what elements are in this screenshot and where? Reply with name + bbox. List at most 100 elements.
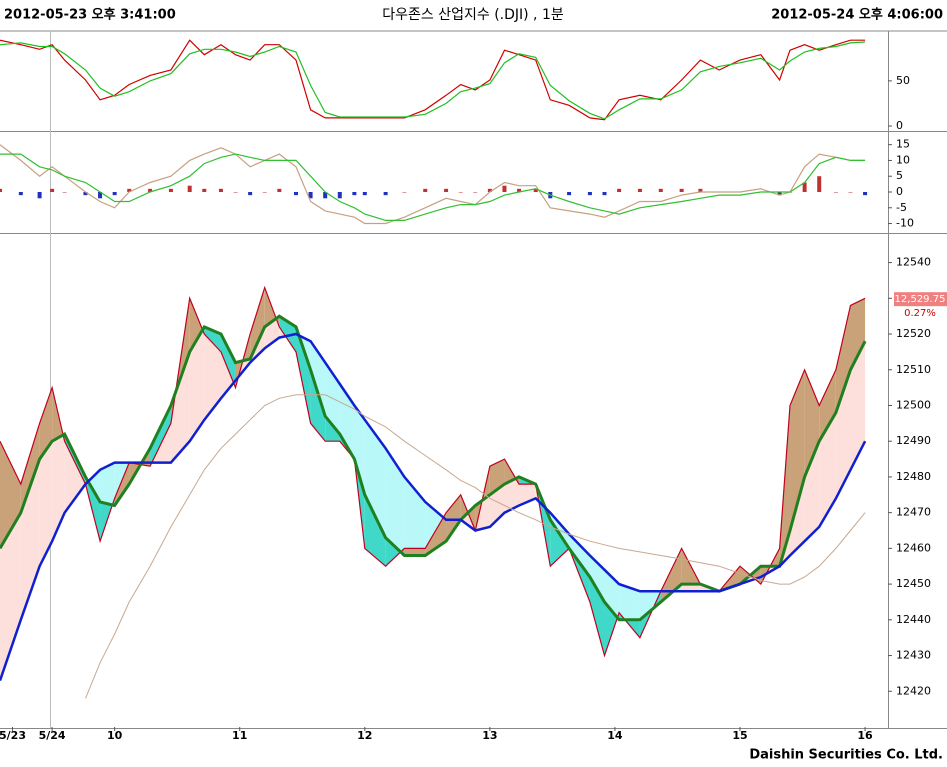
y-tick-label: 12470 [896,506,931,519]
histogram-bar [202,188,207,192]
fill-band [189,298,205,352]
histogram-bar [502,185,507,192]
fill-band [404,548,426,556]
change-label: 0.27% [904,308,936,319]
histogram-bar [62,191,67,193]
y-tick-label: 0 [896,119,903,132]
fill-band [550,519,570,567]
histogram-bar [0,188,2,192]
y-tick-label: 12450 [896,577,931,590]
fill-band [170,351,190,463]
fill-band [804,441,820,542]
x-tick-label: 11 [232,729,247,742]
histogram-bar [362,191,367,196]
y-tick-label: -5 [896,201,907,214]
x-tick-label: 10 [107,729,123,742]
y-tick-label: 12500 [896,398,931,411]
y-tick-label: 5 [896,169,903,182]
histogram-bar [679,188,684,192]
histogram-bar [517,188,522,192]
histogram-bar [817,176,822,192]
series-line [0,144,866,225]
last-price-label: 12,529.75 [895,294,946,305]
fill-band [835,369,851,499]
histogram-bar [218,188,223,192]
fill-band [114,462,130,506]
series-line [0,153,866,221]
y-tick-label: 0 [896,185,903,198]
x-tick-label: 14 [607,729,623,742]
footer: Daishin Securities Co. Ltd. [749,748,943,763]
series-line [85,394,866,699]
series-line [0,41,866,120]
y-tick-label: 50 [896,74,910,87]
histogram-bar [248,191,253,196]
fill-band [835,305,851,413]
fill-band [20,423,40,513]
series-line [0,39,866,121]
fill-band [504,476,520,513]
histogram-bar [637,188,642,192]
start-time: 2012-05-23 오후 3:41:00 [4,7,176,23]
fill-band [604,569,620,620]
y-tick-label: 12520 [896,327,931,340]
histogram-bar [777,191,782,196]
histogram-bar [423,188,428,192]
histogram-bar [383,191,388,196]
histogram-bar [863,191,868,196]
fill-band [364,494,386,567]
histogram-bar [337,191,342,199]
histogram-bar [187,185,192,192]
fill-band [819,369,836,442]
fill-band [819,412,836,527]
fill-band [385,448,405,556]
histogram-bar [37,191,42,199]
y-tick-label: 12430 [896,649,931,662]
fill-band [850,298,866,370]
fill-band [310,341,326,417]
series-line [0,285,866,658]
histogram-bar [473,191,478,193]
x-tick-label: 5/23 [0,729,26,742]
histogram-bar [698,188,703,192]
histogram-bar [112,191,117,196]
histogram-bar [294,191,298,196]
fill-band [250,287,265,360]
x-tick-label: 12 [357,729,372,742]
fill-band [52,434,65,542]
fill-band [790,476,805,556]
fill-band [220,334,236,388]
histogram-bar [802,182,807,192]
histogram-bar [233,191,238,193]
plots: 050151050-5-1012540125301252012510125001… [0,39,947,742]
series-line [0,332,867,682]
histogram-bar [50,188,55,192]
histogram-bar [533,188,538,192]
histogram-bar [487,188,492,192]
histogram-bar [352,191,357,196]
histogram-bar [127,188,132,192]
y-tick-label: 15 [896,138,910,151]
y-tick-label: 12490 [896,434,931,447]
histogram-bar [658,188,663,192]
fill-band [364,419,386,538]
fill-band [660,548,682,602]
fill-band [39,441,53,567]
y-tick-label: 12460 [896,541,931,554]
y-tick-label: 12420 [896,684,931,697]
histogram-bar [98,191,103,199]
fill-band [310,369,326,442]
histogram-bar [402,191,407,193]
fill-band [189,326,205,442]
fill-band [385,537,405,567]
x-tick-label: 13 [482,729,497,742]
histogram-bar [617,188,622,192]
fill-band [39,387,53,460]
fill-band [604,601,620,656]
fill-band [0,441,21,549]
histogram-bar [323,191,328,199]
histogram-bar [277,188,282,192]
histogram-bar [444,188,449,192]
y-tick-label: 10 [896,153,910,166]
y-tick-label: 12480 [896,470,931,483]
